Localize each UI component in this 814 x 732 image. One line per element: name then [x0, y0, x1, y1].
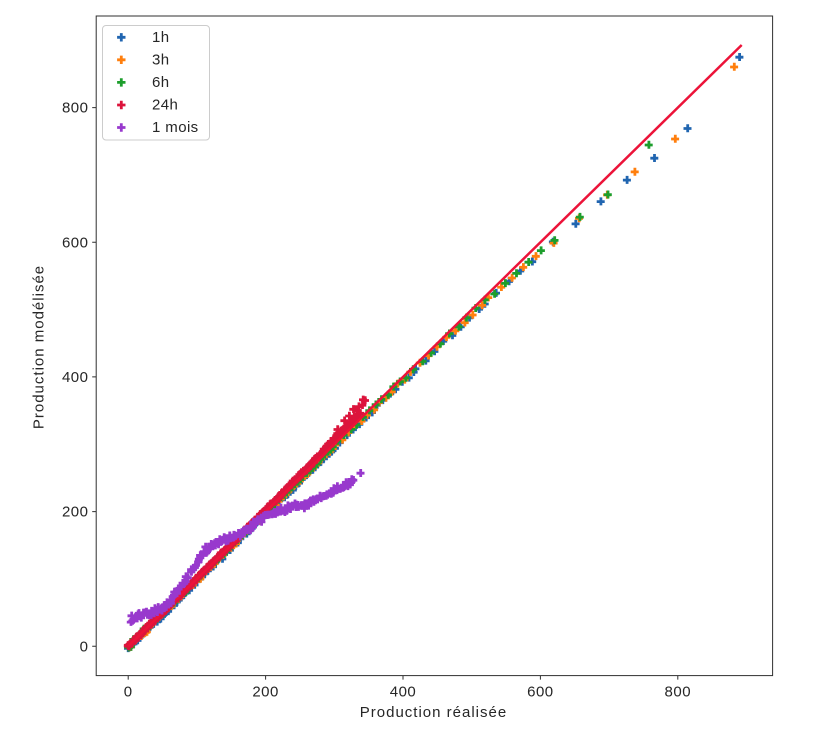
svg-text:3h: 3h: [152, 52, 170, 69]
svg-text:1h: 1h: [152, 29, 170, 46]
svg-text:400: 400: [390, 683, 417, 700]
svg-text:Production modélisée: Production modélisée: [31, 265, 48, 429]
svg-text:200: 200: [252, 683, 279, 700]
svg-text:600: 600: [62, 234, 89, 251]
svg-text:6h: 6h: [152, 74, 170, 91]
svg-text:200: 200: [62, 504, 89, 521]
svg-text:0: 0: [80, 638, 89, 655]
svg-text:0: 0: [124, 683, 133, 700]
svg-text:600: 600: [527, 683, 554, 700]
svg-text:400: 400: [62, 369, 89, 386]
svg-text:1 mois: 1 mois: [152, 119, 199, 136]
svg-text:800: 800: [62, 100, 89, 117]
svg-text:Production réalisée: Production réalisée: [360, 704, 507, 721]
svg-text:800: 800: [665, 683, 692, 700]
svg-text:24h: 24h: [152, 97, 178, 114]
